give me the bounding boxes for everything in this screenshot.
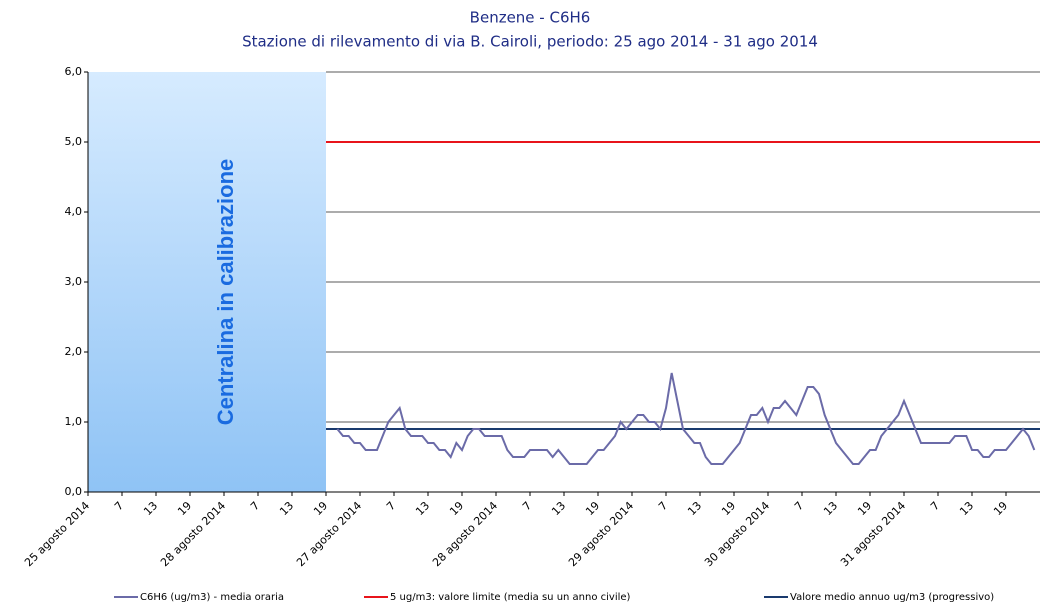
x-tick-label: 28 agosto 2014 <box>430 499 500 569</box>
x-tick-label: 19 <box>447 499 466 518</box>
x-tick-label: 19 <box>311 499 330 518</box>
y-tick-label: 1,0 <box>65 415 83 428</box>
x-tick-label: 19 <box>855 499 874 518</box>
x-tick-label: 28 agosto 2014 <box>158 499 228 569</box>
y-tick-label: 5,0 <box>65 135 83 148</box>
data-line <box>336 372 1036 465</box>
x-tick-label: 13 <box>685 499 704 518</box>
x-tick-label: 7 <box>928 499 942 513</box>
x-tick-label: 7 <box>520 499 534 513</box>
x-tick-label: 13 <box>549 499 568 518</box>
chart-subtitle: Stazione di rilevamento di via B. Cairol… <box>242 33 818 51</box>
x-tick-label: 29 agosto 2014 <box>566 499 636 569</box>
x-tick-label: 13 <box>957 499 976 518</box>
x-tick-label: 7 <box>112 499 126 513</box>
x-tick-label: 25 agosto 2014 <box>22 499 92 569</box>
calibration-label: Centralina in calibrazione <box>213 159 238 426</box>
legend-label: 5 ug/m3: valore limite (media su un anno… <box>390 592 631 603</box>
x-tick-label: 27 agosto 2014 <box>294 499 364 569</box>
x-tick-label: 19 <box>991 499 1010 518</box>
x-tick-label: 31 agosto 2014 <box>838 499 908 569</box>
x-tick-label: 7 <box>248 499 262 513</box>
x-tick-label: 13 <box>277 499 296 518</box>
x-tick-label: 13 <box>413 499 432 518</box>
x-tick-label: 19 <box>583 499 602 518</box>
x-tick-label: 13 <box>141 499 160 518</box>
y-tick-label: 0,0 <box>65 485 83 498</box>
y-tick-label: 6,0 <box>65 65 83 78</box>
x-tick-label: 7 <box>656 499 670 513</box>
x-tick-label: 19 <box>175 499 194 518</box>
y-tick-label: 3,0 <box>65 275 83 288</box>
calibration-region <box>88 72 326 492</box>
x-tick-label: 7 <box>384 499 398 513</box>
x-tick-label: 30 agosto 2014 <box>702 499 772 569</box>
x-tick-label: 13 <box>821 499 840 518</box>
x-tick-label: 7 <box>792 499 806 513</box>
y-tick-label: 2,0 <box>65 345 83 358</box>
chart-title: Benzene - C6H6 <box>470 9 591 27</box>
x-tick-label: 19 <box>719 499 738 518</box>
legend-label: C6H6 (ug/m3) - media oraria <box>140 592 284 603</box>
y-tick-label: 4,0 <box>65 205 83 218</box>
legend-label: Valore medio annuo ug/m3 (progressivo) <box>790 592 994 603</box>
